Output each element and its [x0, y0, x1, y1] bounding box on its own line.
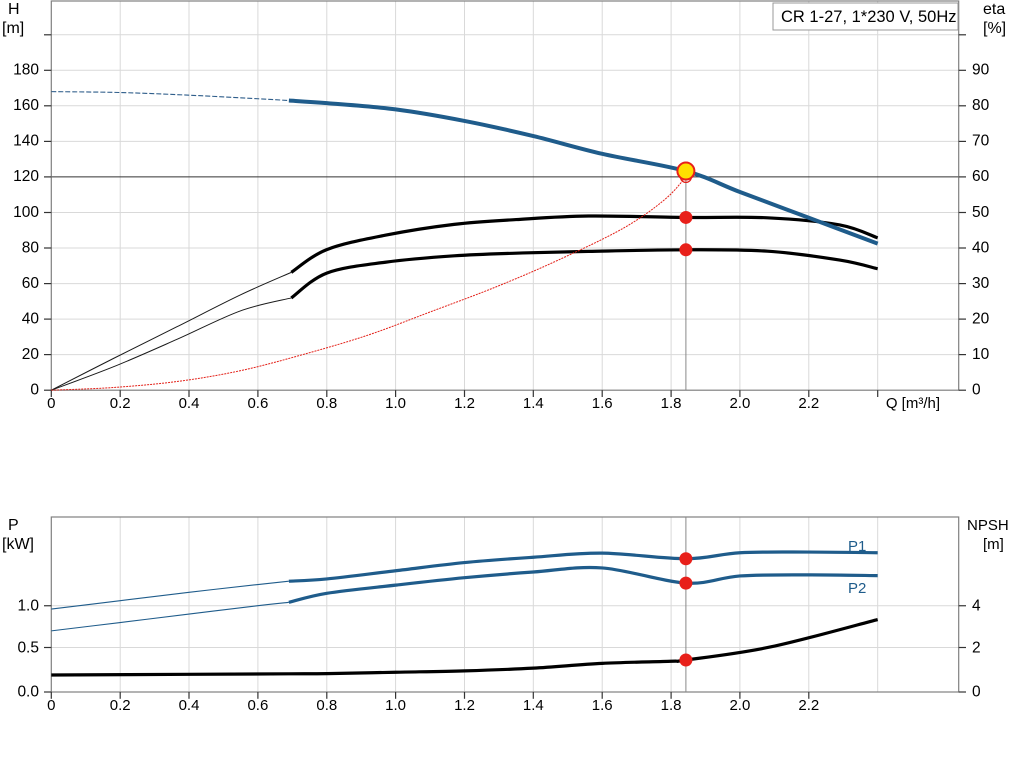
svg-text:0.0: 0.0: [17, 684, 39, 701]
svg-text:Q [m³/h]: Q [m³/h]: [886, 395, 940, 412]
svg-text:1.2: 1.2: [454, 395, 475, 412]
svg-text:1.2: 1.2: [454, 697, 475, 714]
svg-text:20: 20: [22, 346, 40, 363]
svg-text:60: 60: [972, 168, 990, 185]
svg-text:1.8: 1.8: [661, 395, 682, 412]
svg-text:[kW]: [kW]: [2, 536, 34, 553]
svg-text:0.6: 0.6: [247, 395, 268, 412]
svg-text:CR 1-27, 1*230 V, 50Hz: CR 1-27, 1*230 V, 50Hz: [781, 8, 957, 26]
svg-text:0: 0: [30, 382, 39, 399]
svg-text:80: 80: [22, 239, 40, 256]
svg-text:10: 10: [972, 346, 990, 363]
svg-text:40: 40: [22, 310, 40, 327]
svg-text:P2: P2: [848, 580, 866, 597]
svg-text:1.4: 1.4: [523, 697, 544, 714]
svg-text:0.6: 0.6: [247, 697, 268, 714]
svg-text:0: 0: [47, 697, 55, 714]
svg-text:[m]: [m]: [2, 20, 24, 37]
svg-text:0.8: 0.8: [316, 697, 337, 714]
svg-text:1.0: 1.0: [17, 598, 39, 615]
svg-text:1.6: 1.6: [592, 697, 613, 714]
svg-text:0.8: 0.8: [316, 395, 337, 412]
svg-text:P1: P1: [848, 538, 866, 555]
svg-text:30: 30: [972, 275, 990, 292]
svg-text:180: 180: [13, 62, 39, 79]
svg-text:2: 2: [972, 639, 981, 656]
svg-text:2.2: 2.2: [798, 697, 819, 714]
svg-text:4: 4: [972, 598, 981, 615]
svg-text:0.2: 0.2: [110, 395, 131, 412]
svg-text:0: 0: [972, 684, 981, 701]
svg-text:2.2: 2.2: [798, 395, 819, 412]
svg-text:70: 70: [972, 133, 990, 150]
svg-text:160: 160: [13, 97, 39, 114]
svg-text:1.6: 1.6: [592, 395, 613, 412]
svg-text:20: 20: [972, 310, 990, 327]
svg-text:P: P: [8, 517, 19, 534]
svg-text:0: 0: [972, 382, 981, 399]
svg-text:120: 120: [13, 168, 39, 185]
svg-text:0.4: 0.4: [179, 395, 200, 412]
svg-text:80: 80: [972, 97, 990, 114]
svg-text:H: H: [8, 1, 20, 18]
svg-text:0: 0: [47, 395, 55, 412]
svg-text:1.4: 1.4: [523, 395, 544, 412]
svg-text:1.8: 1.8: [661, 697, 682, 714]
svg-text:1.0: 1.0: [385, 395, 406, 412]
svg-text:0.5: 0.5: [17, 639, 39, 656]
svg-text:2.0: 2.0: [729, 395, 750, 412]
svg-text:eta: eta: [983, 1, 1005, 18]
svg-text:50: 50: [972, 204, 990, 221]
svg-text:[m]: [m]: [983, 536, 1004, 553]
svg-text:140: 140: [13, 133, 39, 150]
svg-text:40: 40: [972, 239, 990, 256]
svg-text:[%]: [%]: [983, 20, 1006, 37]
svg-text:60: 60: [22, 275, 40, 292]
svg-text:90: 90: [972, 62, 990, 79]
svg-text:100: 100: [13, 204, 39, 221]
svg-text:1.0: 1.0: [385, 697, 406, 714]
svg-text:2.0: 2.0: [729, 697, 750, 714]
svg-text:0.2: 0.2: [110, 697, 131, 714]
svg-text:0.4: 0.4: [179, 697, 200, 714]
svg-text:NPSH: NPSH: [967, 517, 1009, 534]
